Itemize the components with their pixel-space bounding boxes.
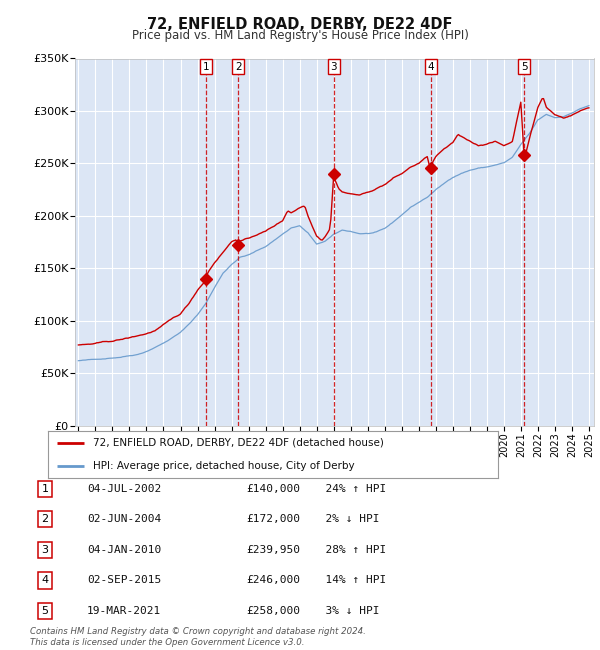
Text: Contains HM Land Registry data © Crown copyright and database right 2024.
This d: Contains HM Land Registry data © Crown c…: [30, 627, 366, 647]
Text: 5: 5: [521, 62, 527, 72]
Text: 1: 1: [203, 62, 209, 72]
Text: 2% ↓ HPI: 2% ↓ HPI: [312, 514, 380, 525]
Text: 19-MAR-2021: 19-MAR-2021: [87, 606, 161, 616]
Text: 2: 2: [41, 514, 49, 525]
Text: 3: 3: [41, 545, 49, 555]
Text: 04-JAN-2010: 04-JAN-2010: [87, 545, 161, 555]
Text: 5: 5: [41, 606, 49, 616]
Text: 4: 4: [427, 62, 434, 72]
Text: 24% ↑ HPI: 24% ↑ HPI: [312, 484, 386, 494]
Text: 3: 3: [331, 62, 337, 72]
Text: HPI: Average price, detached house, City of Derby: HPI: Average price, detached house, City…: [93, 461, 355, 471]
Text: £258,000: £258,000: [246, 606, 300, 616]
Text: 2: 2: [235, 62, 242, 72]
Text: 72, ENFIELD ROAD, DERBY, DE22 4DF (detached house): 72, ENFIELD ROAD, DERBY, DE22 4DF (detac…: [93, 437, 384, 448]
Text: £140,000: £140,000: [246, 484, 300, 494]
Bar: [206, 58, 238, 426]
Text: 14% ↑ HPI: 14% ↑ HPI: [312, 575, 386, 586]
Text: 04-JUL-2002: 04-JUL-2002: [87, 484, 161, 494]
Text: £172,000: £172,000: [246, 514, 300, 525]
Text: 72, ENFIELD ROAD, DERBY, DE22 4DF: 72, ENFIELD ROAD, DERBY, DE22 4DF: [147, 17, 453, 32]
Text: £239,950: £239,950: [246, 545, 300, 555]
Text: 1: 1: [41, 484, 49, 494]
Text: 4: 4: [41, 575, 49, 586]
Text: 02-SEP-2015: 02-SEP-2015: [87, 575, 161, 586]
Text: Price paid vs. HM Land Registry's House Price Index (HPI): Price paid vs. HM Land Registry's House …: [131, 29, 469, 42]
Text: £246,000: £246,000: [246, 575, 300, 586]
Text: 28% ↑ HPI: 28% ↑ HPI: [312, 545, 386, 555]
Text: 02-JUN-2004: 02-JUN-2004: [87, 514, 161, 525]
Text: 3% ↓ HPI: 3% ↓ HPI: [312, 606, 380, 616]
